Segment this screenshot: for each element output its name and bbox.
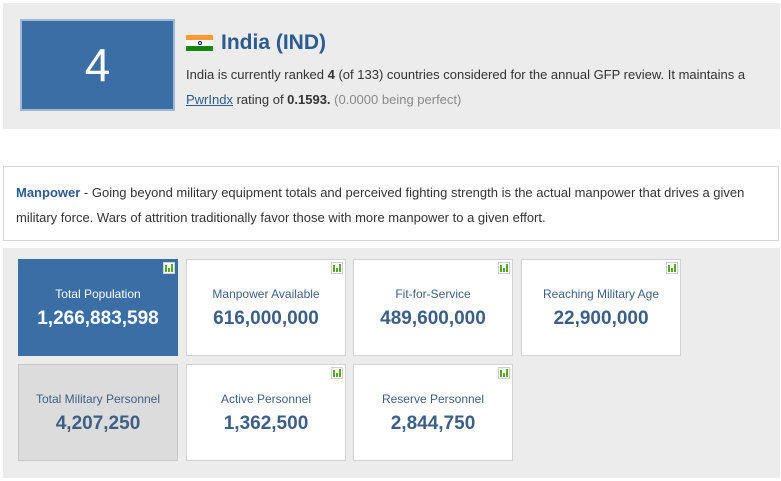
chart-icon[interactable] (331, 262, 343, 274)
chart-icon[interactable] (498, 262, 510, 274)
stat-card-fit-for-service[interactable]: Fit-for-Service 489,600,000 (353, 259, 513, 356)
rank-bold: 4 (327, 67, 335, 82)
country-title: India (IND) (186, 31, 326, 55)
rating-note: (0.0000 being perfect) (330, 92, 462, 107)
rank-box: 4 (20, 19, 175, 111)
stat-label: Active Personnel (220, 392, 312, 406)
stat-label: Total Population (55, 287, 141, 301)
stat-card-active-personnel[interactable]: Active Personnel 1,362,500 (186, 364, 346, 461)
stat-card-total-population[interactable]: Total Population 1,266,883,598 (18, 259, 178, 356)
manpower-heading: Manpower (16, 185, 81, 200)
stat-value: 4,207,250 (55, 413, 141, 434)
stat-card-reaching-military-age[interactable]: Reaching Military Age 22,900,000 (521, 259, 681, 356)
stat-label: Total Military Personnel (35, 392, 161, 406)
desc-text-1: India is currently ranked (186, 67, 328, 82)
country-name: India (IND) (221, 31, 326, 54)
manpower-description: - Going beyond military equipment totals… (16, 185, 745, 225)
country-rank-panel: 4 India (IND) India is currently ranked … (3, 3, 780, 129)
rank-number: 4 (84, 39, 111, 91)
chart-icon[interactable] (666, 262, 678, 274)
chart-icon[interactable] (498, 367, 510, 379)
manpower-info-box: Manpower - Going beyond military equipme… (3, 166, 779, 241)
stat-value: 1,362,500 (223, 413, 309, 434)
stat-value: 22,900,000 (553, 308, 649, 329)
stat-card-manpower-available[interactable]: Manpower Available 616,000,000 (186, 259, 346, 356)
manpower-stats-panel: Total Population 1,266,883,598 Manpower … (3, 248, 780, 478)
stat-label: Fit-for-Service (395, 287, 471, 301)
stat-label: Reaching Military Age (542, 287, 660, 301)
rating-value: 0.1593. (287, 92, 331, 107)
stat-value: 489,600,000 (380, 308, 486, 329)
stat-value: 2,844,750 (390, 413, 476, 434)
pwrindx-link[interactable]: PwrIndx (186, 92, 233, 107)
rank-description: India is currently ranked 4 (of 133) cou… (186, 62, 766, 112)
desc-text-2: (of 133) countries considered for the an… (334, 67, 746, 82)
stat-card-total-military-personnel[interactable]: Total Military Personnel 4,207,250 (18, 364, 178, 461)
stat-card-reserve-personnel[interactable]: Reserve Personnel 2,844,750 (353, 364, 513, 461)
stat-label: Manpower Available (212, 287, 320, 301)
chart-icon[interactable] (163, 262, 175, 274)
stat-value: 616,000,000 (213, 308, 319, 329)
stat-value: 1,266,883,598 (37, 308, 159, 329)
chart-icon[interactable] (331, 367, 343, 379)
desc-text-3: rating of (232, 92, 288, 107)
stat-label: Reserve Personnel (381, 392, 485, 406)
india-flag-icon (186, 35, 213, 51)
